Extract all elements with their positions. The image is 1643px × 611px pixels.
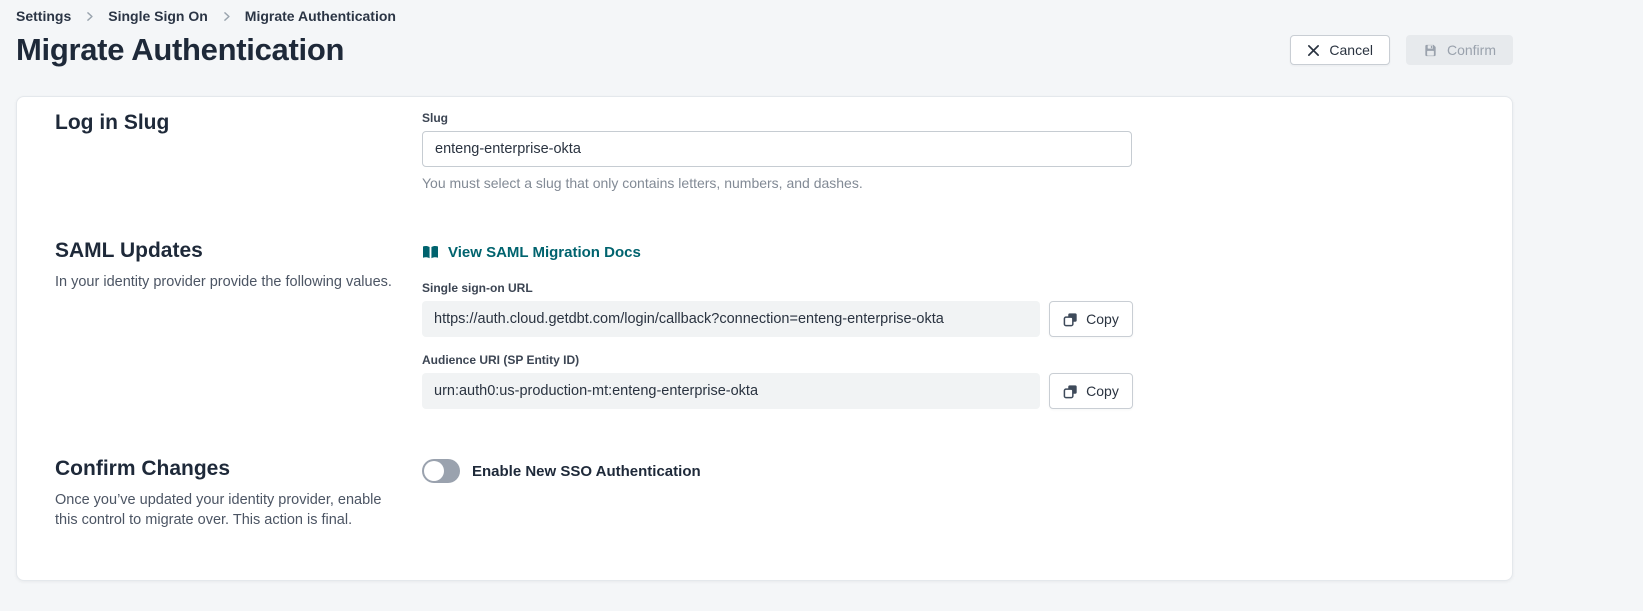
slug-input[interactable] xyxy=(422,131,1132,167)
login-slug-heading: Log in Slug xyxy=(55,111,170,134)
sso-url-value: https://auth.cloud.getdbt.com/login/call… xyxy=(422,301,1040,337)
breadcrumb-migrate-authentication: Migrate Authentication xyxy=(244,8,396,24)
confirm-button[interactable]: Confirm xyxy=(1405,35,1513,65)
view-saml-migration-docs-link[interactable]: View SAML Migration Docs xyxy=(422,244,641,261)
breadcrumb: Settings Single Sign On Migrate Authenti… xyxy=(16,0,1513,24)
copy-audience-uri-button[interactable]: Copy xyxy=(1049,373,1133,409)
section-login-slug: Log in Slug Slug You must select a slug … xyxy=(55,111,1474,191)
confirm-changes-description: Once you’ve updated your identity provid… xyxy=(55,492,382,528)
breadcrumb-settings[interactable]: Settings xyxy=(16,8,72,24)
copy-icon xyxy=(1063,384,1078,399)
cancel-button[interactable]: Cancel xyxy=(1290,35,1390,65)
confirm-changes-heading: Confirm Changes xyxy=(55,457,231,480)
enable-sso-toggle[interactable] xyxy=(422,459,460,483)
copy-sso-url-button[interactable]: Copy xyxy=(1049,301,1133,337)
section-saml-updates: SAML Updates In your identity provider p… xyxy=(55,239,1474,409)
confirm-button-label: Confirm xyxy=(1446,42,1496,58)
cancel-button-label: Cancel xyxy=(1329,42,1373,58)
copy-icon xyxy=(1063,312,1078,327)
audience-uri-value: urn:auth0:us-production-mt:enteng-enterp… xyxy=(422,373,1040,409)
saml-updates-description: In your identity provider provide the fo… xyxy=(55,274,392,290)
audience-uri-label: Audience URI (SP Entity ID) xyxy=(422,353,580,367)
chevron-right-icon xyxy=(83,10,96,23)
chevron-right-icon xyxy=(220,10,233,23)
copy-button-label: Copy xyxy=(1086,311,1119,327)
enable-sso-toggle-label: Enable New SSO Authentication xyxy=(472,462,701,480)
slug-help-text: You must select a slug that only contain… xyxy=(422,175,863,191)
settings-card: Log in Slug Slug You must select a slug … xyxy=(16,96,1513,582)
breadcrumb-single-sign-on[interactable]: Single Sign On xyxy=(108,8,208,24)
page-title: Migrate Authentication xyxy=(16,32,345,67)
copy-button-label: Copy xyxy=(1086,383,1119,399)
close-icon xyxy=(1307,44,1320,57)
save-icon xyxy=(1423,43,1438,58)
slug-label: Slug xyxy=(422,111,448,125)
sso-url-label: Single sign-on URL xyxy=(422,281,533,295)
book-icon xyxy=(422,245,439,260)
header-actions: Cancel Confirm xyxy=(1290,35,1513,65)
toggle-knob xyxy=(424,461,444,481)
saml-updates-heading: SAML Updates xyxy=(55,239,203,262)
docs-link-label: View SAML Migration Docs xyxy=(448,244,641,261)
section-confirm-changes: Confirm Changes Once you’ve updated your… xyxy=(55,457,1474,530)
